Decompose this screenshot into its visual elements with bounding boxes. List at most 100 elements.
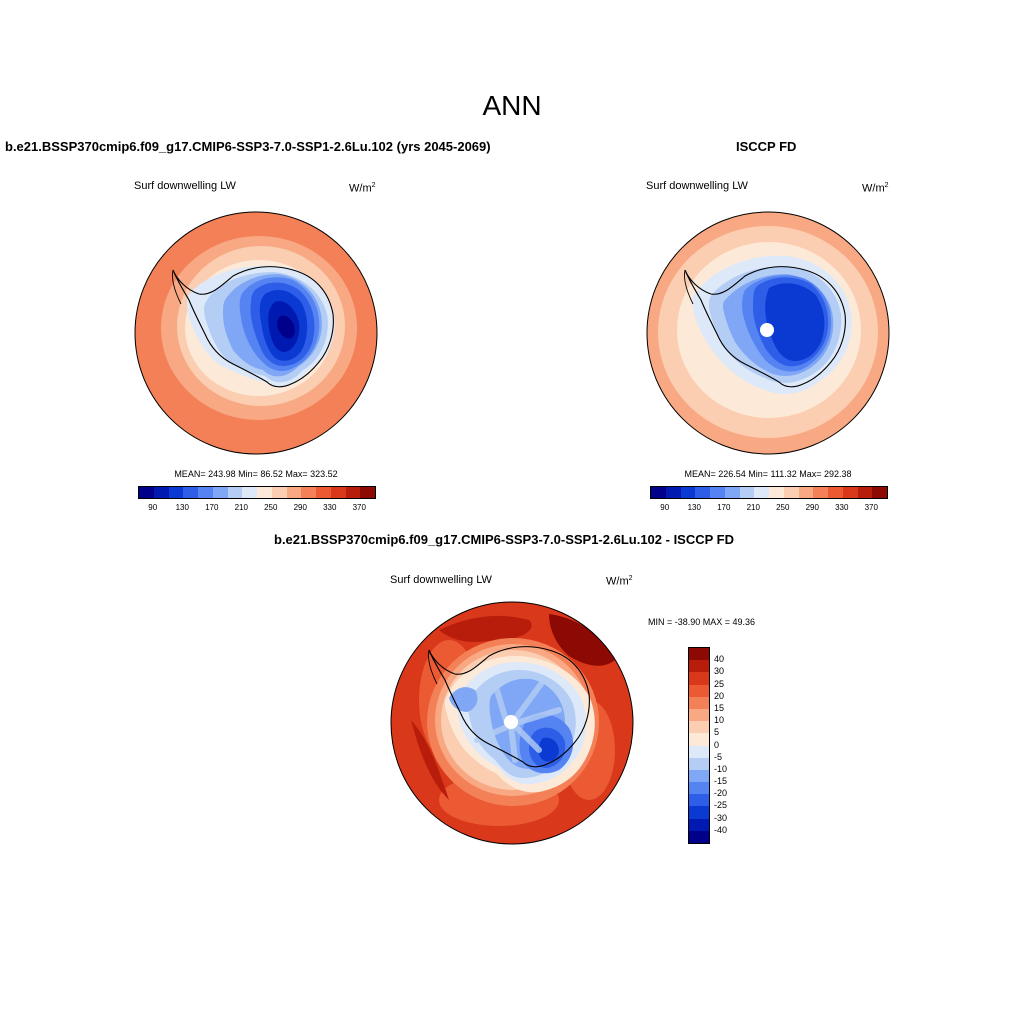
colorbar-tick-label: 130 — [175, 503, 189, 512]
diff-variable-label: Surf downwelling LW — [390, 574, 492, 586]
colorbar-tick-label: 170 — [205, 503, 219, 512]
colorbar-segment — [857, 487, 873, 498]
colorbar-segment — [783, 487, 799, 498]
colorbar-tick-label: 250 — [776, 503, 790, 512]
colorbar-tick-label: 210 — [234, 503, 248, 512]
diff-colorbar-ticks: 40 30 25 20 15 10 5 0 -5 -10 -15 -20 -25 -30 -40 — [714, 647, 754, 842]
colorbar-segment — [198, 487, 213, 498]
colorbar-segment — [689, 757, 709, 770]
obs-colorbar — [650, 486, 888, 499]
colorbar-segment — [680, 487, 696, 498]
colorbar-segment — [813, 487, 828, 498]
colorbar-segment — [212, 487, 228, 498]
colorbar-segment — [227, 487, 243, 498]
diff-polar-map — [390, 601, 634, 845]
obs-panel-title: ISCCP FD — [736, 139, 797, 154]
colorbar-tick-label: 15 — [714, 702, 725, 713]
colorbar-tick-label: 30 — [714, 666, 725, 677]
colorbar-segment — [139, 487, 154, 498]
colorbar-segment — [689, 696, 709, 709]
colorbar-segment — [798, 487, 814, 498]
colorbar-segment — [739, 487, 755, 498]
colorbar-tick-label: -25 — [714, 800, 728, 811]
colorbar-tick-label: 90 — [148, 503, 158, 512]
model-stats: MEAN= 243.98 Min= 86.52 Max= 323.52 — [174, 469, 338, 479]
colorbar-tick-label: 5 — [714, 727, 720, 738]
colorbar-tick-label: 90 — [660, 503, 670, 512]
colorbar-segment — [689, 684, 709, 697]
colorbar-tick-label: 0 — [714, 739, 720, 750]
colorbar-tick-label: 40 — [714, 654, 725, 665]
colorbar-tick-label: 330 — [835, 503, 849, 512]
colorbar-tick-label: 330 — [323, 503, 337, 512]
obs-units-label: W/m2 — [862, 182, 889, 195]
diff-units-label: W/m2 — [606, 575, 633, 588]
colorbar-segment — [183, 487, 198, 498]
page-title: ANN — [482, 90, 542, 121]
colorbar-segment — [689, 806, 709, 819]
colorbar-segment — [689, 733, 709, 746]
colorbar-tick-label: 25 — [714, 678, 725, 689]
colorbar-tick-label: -30 — [714, 812, 728, 823]
colorbar-tick-label: 210 — [746, 503, 760, 512]
colorbar-segment — [710, 487, 725, 498]
colorbar-tick-label: 370 — [352, 503, 366, 512]
colorbar-segment — [872, 487, 887, 498]
model-variable-label: Surf downwelling LW — [134, 180, 236, 192]
colorbar-tick-label: 290 — [293, 503, 307, 512]
colorbar-segment — [689, 672, 709, 685]
colorbar-tick-label: 170 — [717, 503, 731, 512]
colorbar-tick-label: 250 — [264, 503, 278, 512]
colorbar-tick-label: 10 — [714, 715, 725, 726]
colorbar-segment — [316, 487, 331, 498]
colorbar-tick-label: -40 — [714, 824, 728, 835]
colorbar-segment — [769, 487, 784, 498]
colorbar-segment — [665, 487, 681, 498]
colorbar-segment — [689, 721, 709, 734]
colorbar-segment — [330, 487, 346, 498]
colorbar-segment — [271, 487, 287, 498]
colorbar-tick-label: 290 — [805, 503, 819, 512]
colorbar-segment — [689, 818, 709, 831]
colorbar-segment — [257, 487, 272, 498]
colorbar-segment — [689, 782, 709, 795]
colorbar-segment — [689, 648, 709, 661]
colorbar-tick-label: -20 — [714, 788, 728, 799]
colorbar-segment — [695, 487, 710, 498]
colorbar-segment — [689, 660, 709, 673]
diff-panel-title: b.e21.BSSP370cmip6.f09_g17.CMIP6-SSP3-7.… — [274, 532, 735, 547]
colorbar-tick-label: -10 — [714, 763, 728, 774]
diff-stats: MIN = -38.90 MAX = 49.36 — [648, 617, 756, 627]
colorbar-segment — [242, 487, 257, 498]
colorbar-segment — [651, 487, 666, 498]
colorbar-segment — [286, 487, 302, 498]
obs-colorbar-ticks: 90 130 170 210 250 290 330 370 — [650, 503, 886, 515]
obs-stats: MEAN= 226.54 Min= 111.32 Max= 292.38 — [684, 469, 852, 479]
colorbar-segment — [689, 769, 709, 783]
model-panel-title: b.e21.BSSP370cmip6.f09_g17.CMIP6-SSP3-7.… — [5, 139, 491, 154]
diff-colorbar — [688, 647, 710, 844]
model-polar-map — [134, 211, 378, 455]
colorbar-tick-label: 20 — [714, 690, 725, 701]
colorbar-segment — [689, 830, 709, 843]
colorbar-segment — [345, 487, 361, 498]
colorbar-segment — [754, 487, 769, 498]
colorbar-tick-label: 370 — [864, 503, 878, 512]
colorbar-tick-label: 130 — [687, 503, 701, 512]
model-units-label: W/m2 — [349, 182, 376, 195]
colorbar-segment — [153, 487, 169, 498]
colorbar-segment — [689, 745, 709, 758]
colorbar-segment — [828, 487, 843, 498]
obs-variable-label: Surf downwelling LW — [646, 180, 748, 192]
colorbar-tick-label: -15 — [714, 776, 728, 787]
colorbar-segment — [842, 487, 858, 498]
colorbar-tick-label: -5 — [714, 751, 723, 762]
colorbar-segment — [689, 708, 709, 722]
model-colorbar — [138, 486, 376, 499]
obs-polar-map — [646, 211, 890, 455]
colorbar-segment — [689, 794, 709, 807]
colorbar-segment — [360, 487, 375, 498]
colorbar-segment — [724, 487, 740, 498]
colorbar-segment — [168, 487, 184, 498]
model-colorbar-ticks: 90 130 170 210 250 290 330 370 — [138, 503, 374, 515]
